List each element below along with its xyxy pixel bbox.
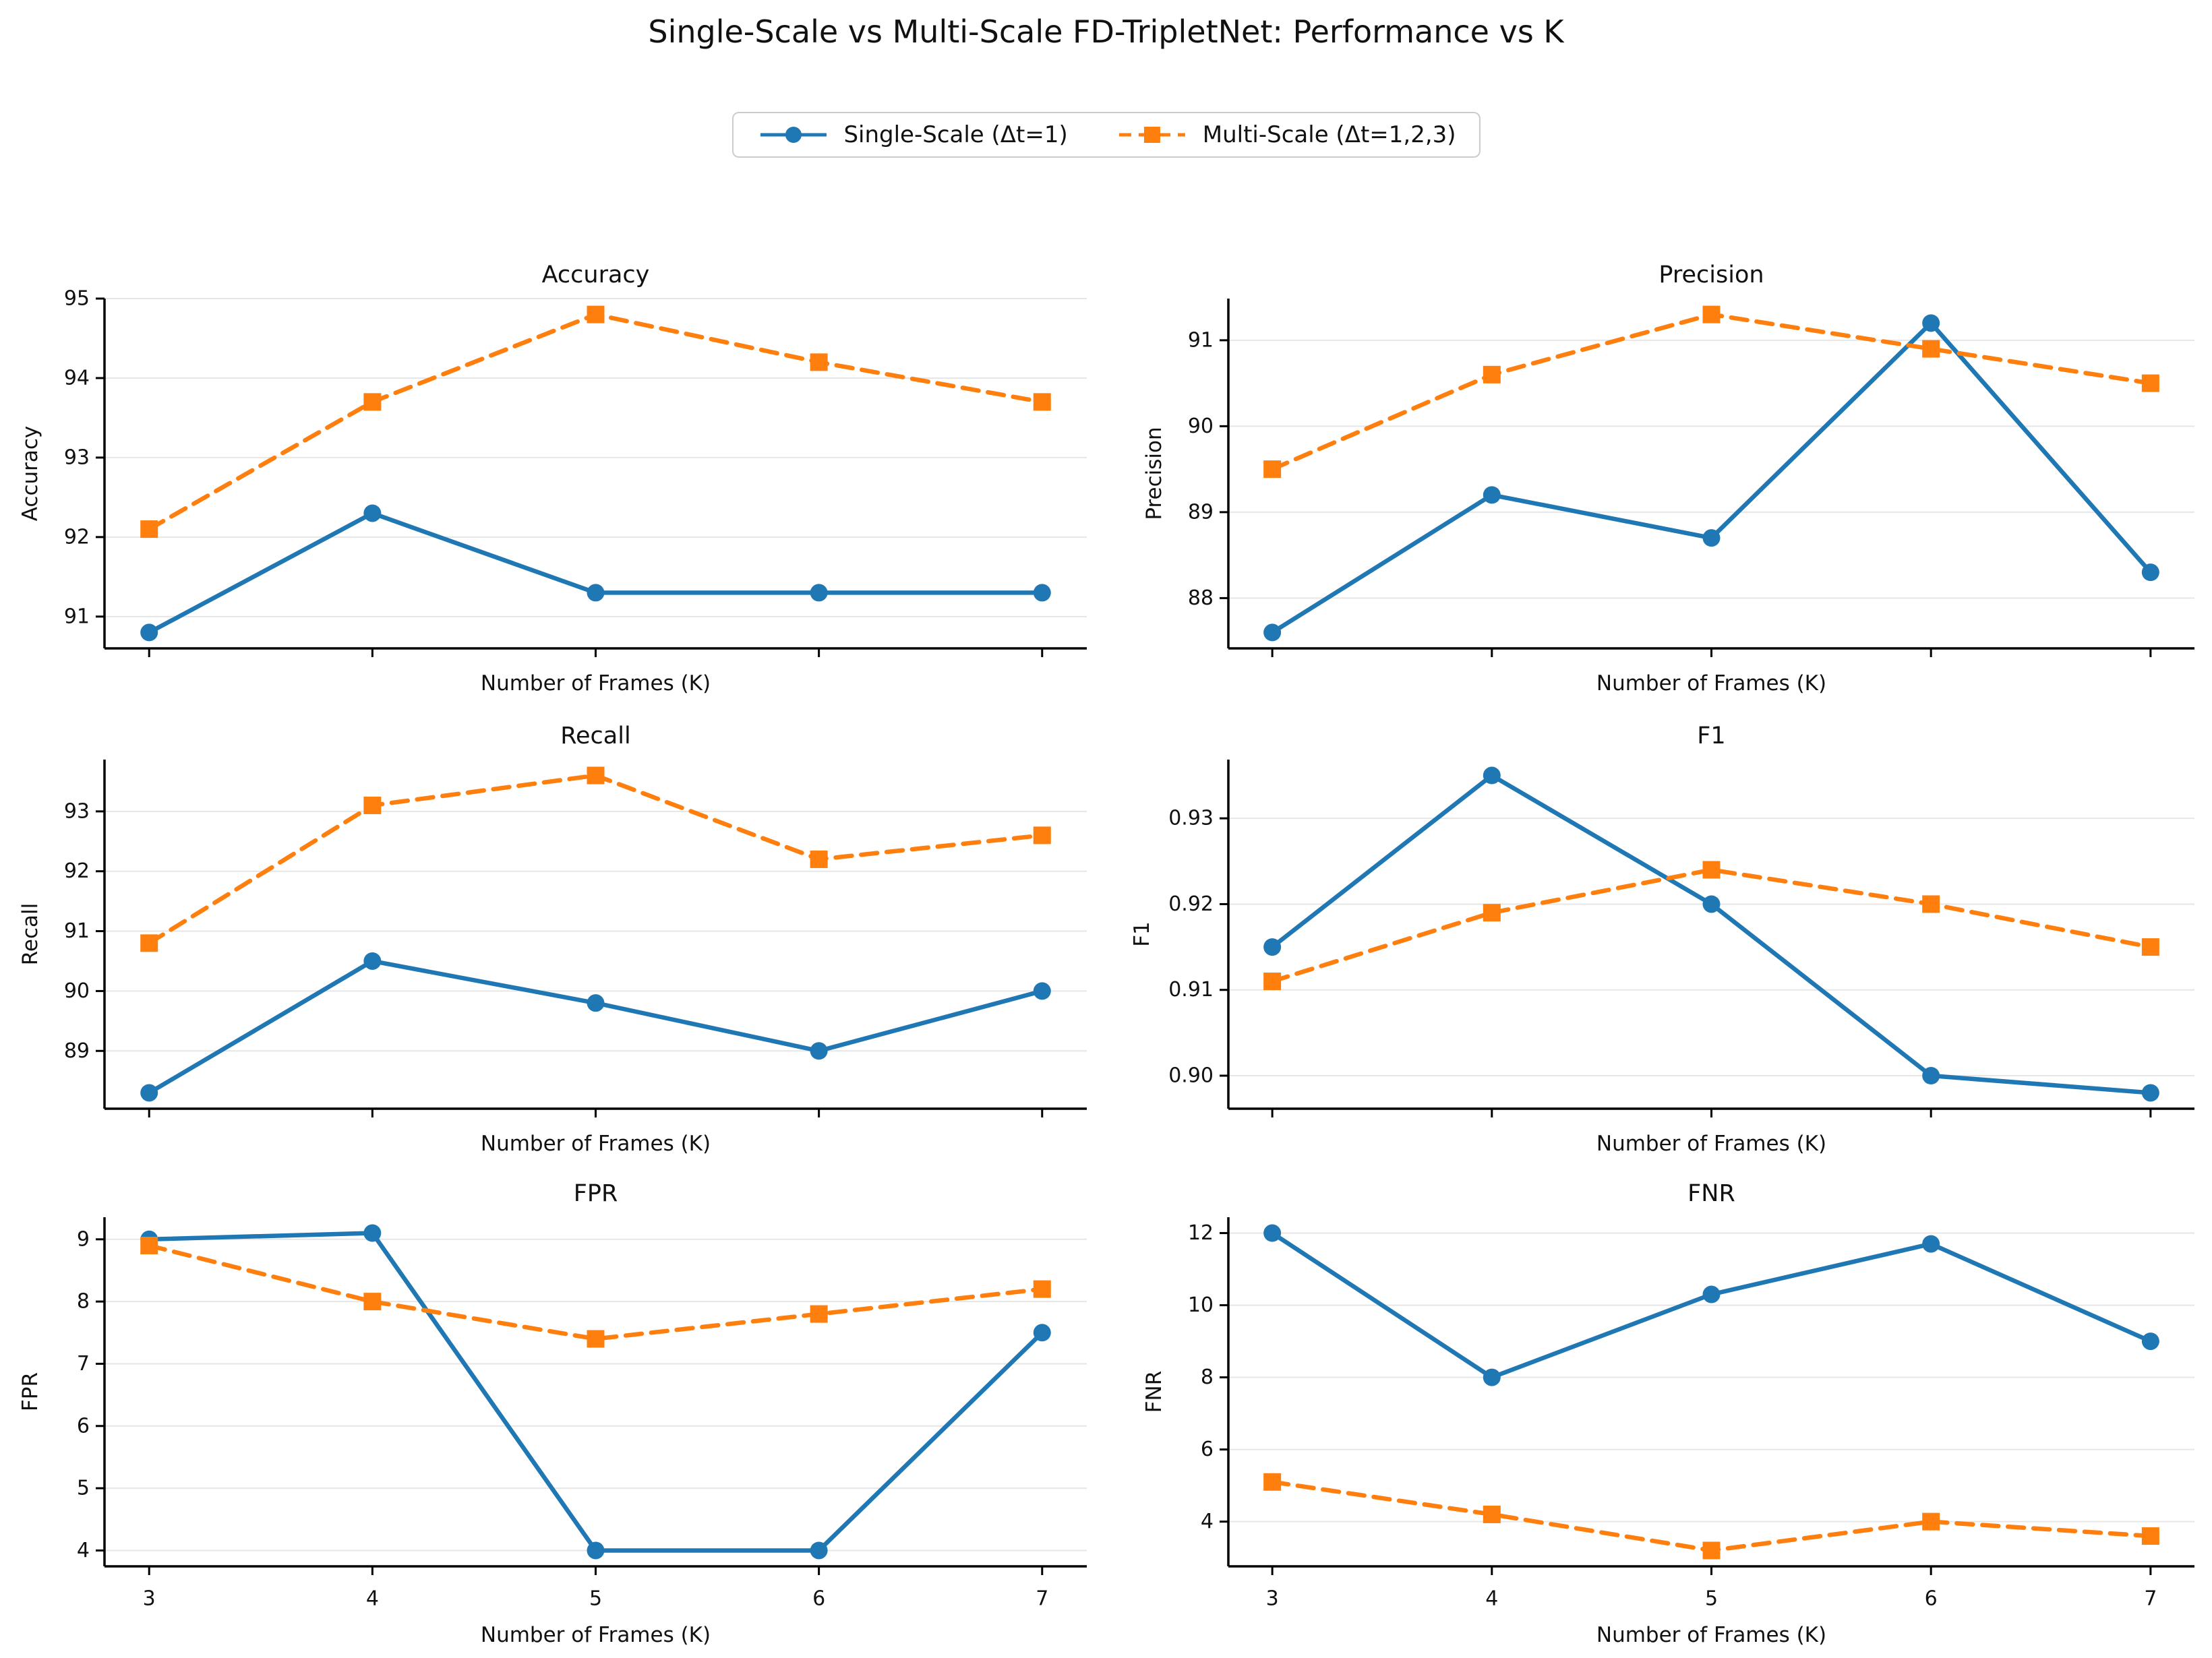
svg-text:7: 7 — [77, 1352, 90, 1376]
svg-text:0.91: 0.91 — [1168, 978, 1214, 1002]
svg-text:Number of Frames (K): Number of Frames (K) — [1596, 1132, 1826, 1156]
svg-text:0.90: 0.90 — [1168, 1064, 1214, 1088]
svg-text:89: 89 — [1188, 500, 1214, 524]
svg-text:8: 8 — [77, 1290, 90, 1314]
svg-text:3: 3 — [1266, 1587, 1279, 1611]
svg-text:Accuracy: Accuracy — [18, 426, 42, 522]
svg-text:Number of Frames (K): Number of Frames (K) — [1596, 671, 1826, 696]
svg-text:7: 7 — [1036, 1587, 1048, 1611]
svg-text:93: 93 — [64, 446, 90, 469]
legend-label-single-scale: Single-Scale (Δt=1) — [843, 121, 1068, 148]
svg-text:92: 92 — [64, 525, 90, 549]
chart-fpr: 4 5 6 7 8 9 3 4 5 6 7 FPR Number of Frames (K) FPR — [0, 1146, 1106, 1658]
svg-text:5: 5 — [589, 1587, 602, 1611]
svg-text:Number of Frames (K): Number of Frames (K) — [1596, 1623, 1826, 1647]
svg-text:4: 4 — [1485, 1587, 1498, 1611]
svg-text:95: 95 — [64, 287, 90, 311]
svg-text:0.93: 0.93 — [1168, 807, 1214, 830]
svg-text:Number of Frames (K): Number of Frames (K) — [481, 1132, 711, 1156]
svg-text:8: 8 — [1201, 1365, 1214, 1389]
svg-text:4: 4 — [1201, 1510, 1214, 1533]
svg-text:90: 90 — [64, 979, 90, 1003]
svg-text:Precision: Precision — [1658, 262, 1764, 288]
svg-text:4: 4 — [366, 1587, 379, 1611]
svg-text:Recall: Recall — [560, 723, 630, 749]
svg-text:6: 6 — [1925, 1587, 1938, 1611]
svg-text:9: 9 — [77, 1227, 90, 1251]
legend-item-multi-scale: Multi-Scale (Δt=1,2,3) — [1115, 121, 1456, 148]
chart-precision: 88 89 90 91 Precision Number of Frames (K) Pre… — [1119, 222, 2212, 741]
legend-multi-scale-line-marker-icon — [1118, 127, 1185, 143]
legend: Single-Scale (Δt=1) Multi-Scale (Δt=1,2,… — [731, 112, 1481, 158]
svg-text:6: 6 — [77, 1414, 90, 1438]
svg-text:94: 94 — [64, 366, 90, 390]
svg-text:Recall: Recall — [18, 903, 42, 966]
svg-text:92: 92 — [64, 859, 90, 883]
svg-text:FNR: FNR — [1687, 1180, 1735, 1207]
svg-text:FPR: FPR — [18, 1372, 42, 1411]
svg-text:5: 5 — [77, 1477, 90, 1500]
svg-text:FNR: FNR — [1142, 1371, 1166, 1413]
chart-fnr: 4 6 8 10 12 3 4 5 6 7 FNR Number of Frames (K) FNR — [1119, 1146, 2212, 1658]
svg-text:10: 10 — [1188, 1293, 1214, 1317]
svg-text:6: 6 — [812, 1587, 825, 1611]
svg-text:5: 5 — [1705, 1587, 1718, 1611]
svg-text:FPR: FPR — [574, 1180, 618, 1207]
chart-accuracy: 91 92 93 94 95 Accuracy Number of Frames (K) Ac… — [0, 222, 1106, 741]
svg-text:Number of Frames (K): Number of Frames (K) — [481, 1623, 711, 1647]
svg-text:91: 91 — [1188, 328, 1214, 352]
svg-text:12: 12 — [1188, 1221, 1214, 1245]
figure-title: Single-Scale vs Multi-Scale FD-TripletNe… — [648, 13, 1564, 50]
svg-text:90: 90 — [1188, 414, 1214, 438]
svg-text:Precision: Precision — [1142, 427, 1166, 520]
chart-f1: 0.90 0.91 0.92 0.93 F1 Number of Frames (K) F1 — [1119, 687, 2212, 1206]
svg-text:7: 7 — [2144, 1587, 2157, 1611]
svg-text:4: 4 — [77, 1539, 90, 1562]
svg-text:F1: F1 — [1130, 921, 1154, 947]
chart-recall: 89 90 91 92 93 Recall Number of Frames (K) Reca… — [0, 687, 1106, 1206]
legend-item-single-scale: Single-Scale (Δt=1) — [756, 121, 1068, 148]
svg-text:89: 89 — [64, 1039, 90, 1063]
svg-text:3: 3 — [143, 1587, 156, 1611]
svg-text:F1: F1 — [1697, 723, 1725, 749]
svg-text:6: 6 — [1201, 1438, 1214, 1461]
legend-single-scale-line-marker-icon — [760, 127, 827, 143]
svg-text:Accuracy: Accuracy — [542, 262, 650, 288]
svg-text:88: 88 — [1188, 586, 1214, 610]
svg-text:93: 93 — [64, 799, 90, 823]
legend-label-multi-scale: Multi-Scale (Δt=1,2,3) — [1202, 121, 1456, 148]
svg-text:Number of Frames (K): Number of Frames (K) — [481, 671, 711, 696]
svg-text:91: 91 — [64, 919, 90, 943]
svg-text:0.92: 0.92 — [1168, 892, 1214, 916]
svg-text:91: 91 — [64, 605, 90, 628]
